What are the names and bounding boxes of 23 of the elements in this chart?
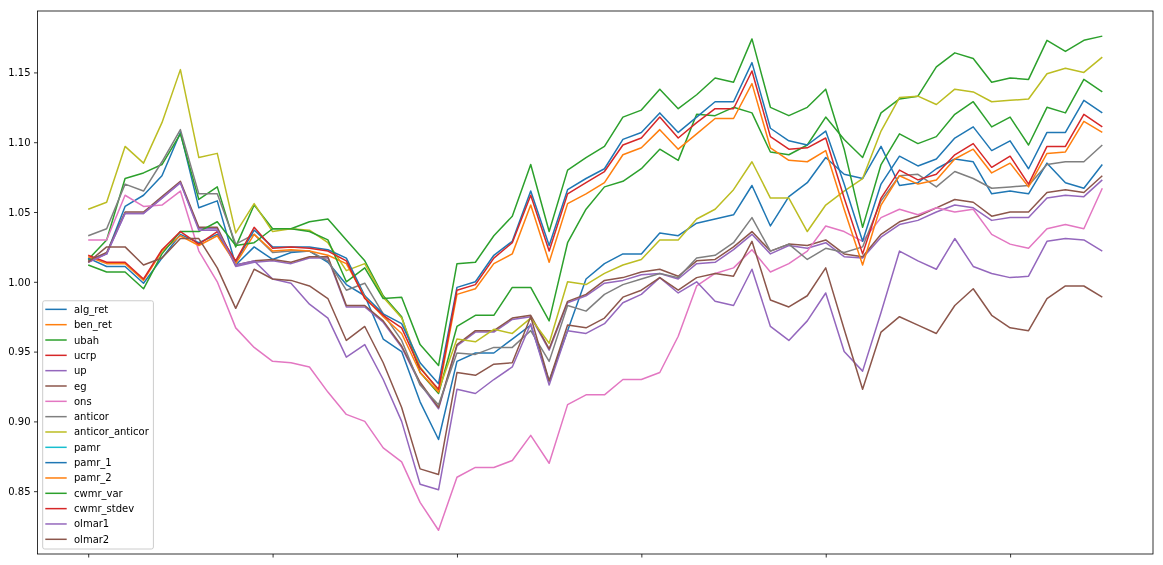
legend-label: pamr_1 — [74, 457, 112, 470]
y-tick-label: 0.90 — [8, 416, 31, 428]
legend-label: olmar2 — [74, 533, 110, 545]
y-tick-label: 1.10 — [8, 136, 31, 148]
legend-label: olmar1 — [74, 518, 110, 530]
legend-label: ucrp — [74, 349, 97, 361]
y-tick-label: 0.95 — [8, 346, 31, 358]
legend-label: pamr_2 — [74, 472, 112, 485]
legend-label: ons — [74, 395, 92, 407]
legend-label: anticor — [74, 411, 110, 423]
y-tick-label: 1.15 — [8, 67, 31, 79]
legend-label: eg — [74, 380, 87, 392]
legend-label: alg_ret — [74, 303, 109, 316]
y-tick-label: 1.00 — [8, 276, 31, 288]
legend-label: ben_ret — [74, 319, 112, 332]
legend-label: cwmr_var — [74, 487, 124, 500]
legend-label: ubah — [74, 334, 100, 346]
y-tick-label: 1.05 — [8, 206, 31, 218]
legend-label: anticor_anticor — [74, 426, 150, 439]
legend-label: pamr — [74, 441, 102, 453]
legend-label: up — [74, 365, 87, 377]
y-tick-label: 0.85 — [8, 485, 31, 497]
legend-label: cwmr_stdev — [74, 503, 135, 516]
